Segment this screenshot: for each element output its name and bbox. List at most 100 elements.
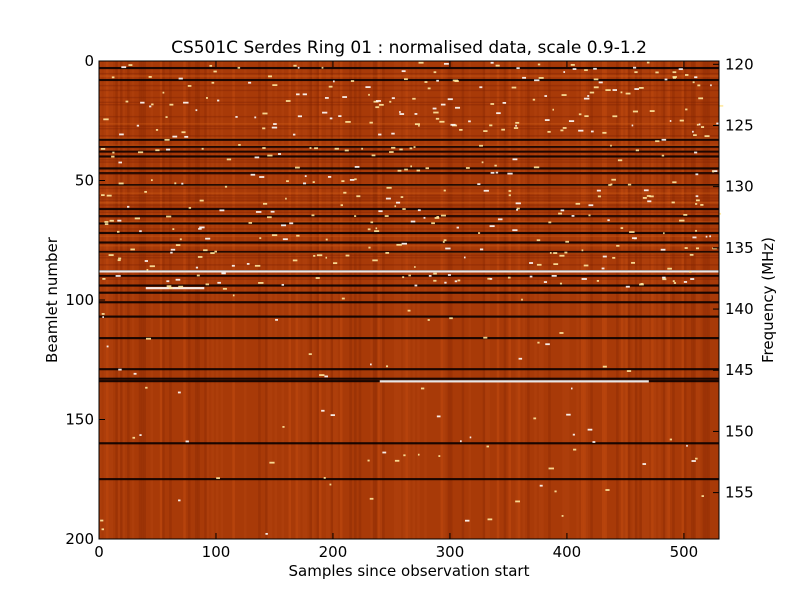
bright-spot: [620, 91, 623, 94]
bright-spot: [698, 123, 701, 126]
bright-spot: [341, 297, 345, 300]
bright-spot: [631, 237, 637, 240]
bright-spot: [718, 104, 724, 107]
bright-spot: [469, 436, 472, 439]
heatmap-column: [566, 61, 570, 539]
bright-spot: [293, 64, 297, 67]
heatmap-column: [695, 61, 699, 539]
bright-spot: [175, 244, 181, 247]
bright-spot: [497, 218, 503, 221]
bright-spot: [627, 183, 632, 186]
dark-beamlet-row: [99, 167, 719, 170]
heatmap-column: [403, 61, 406, 539]
bright-spot: [486, 445, 489, 448]
heatmap-column: [265, 61, 268, 539]
bright-spot: [370, 221, 374, 224]
bright-spot: [413, 146, 416, 148]
heatmap-column: [548, 61, 551, 539]
bright-spot: [254, 116, 257, 119]
bright-spot: [188, 206, 192, 209]
bright-spot: [321, 409, 325, 412]
bright-spot: [629, 231, 635, 233]
heatmap-column: [697, 61, 701, 539]
bright-spot: [655, 140, 660, 143]
bright-spot: [150, 179, 153, 182]
bright-spot: [507, 276, 511, 279]
bright-spot: [333, 262, 338, 265]
bright-spot: [128, 64, 133, 66]
bright-spot: [695, 229, 697, 232]
bright-spot: [704, 135, 710, 138]
y-axis-label: Beamlet number: [43, 236, 61, 363]
bright-spot: [166, 280, 170, 283]
right-y-axis-ticks: 120 125 130 135 140 145 150 155: [713, 55, 754, 502]
bright-spot: [139, 434, 142, 436]
bright-spot: [136, 124, 140, 127]
bright-spot: [536, 263, 542, 266]
bright-spot: [281, 224, 287, 227]
bright-spot: [254, 264, 261, 267]
bright-spot: [667, 267, 672, 270]
bright-spot: [712, 170, 715, 173]
bright-spot: [642, 463, 647, 465]
heatmap-column: [564, 61, 568, 539]
bright-spot: [324, 97, 329, 99]
bright-spot: [329, 117, 333, 120]
bright-spot: [174, 182, 177, 185]
beamlet-texture-row: [99, 158, 719, 161]
bright-spot: [533, 417, 537, 420]
bright-spot: [432, 107, 437, 110]
bright-spot: [119, 133, 124, 136]
bright-spot: [178, 499, 181, 502]
beamlet-texture-row: [99, 204, 719, 206]
heatmap-column: [449, 61, 453, 539]
bright-spot: [389, 151, 394, 153]
beamlet-texture-row: [99, 104, 719, 106]
y-tick-label: 200: [65, 530, 94, 548]
heatmap-column: [127, 61, 130, 539]
bright-spot: [508, 190, 512, 192]
bright-spot: [718, 212, 722, 215]
bright-spot: [374, 230, 380, 233]
bright-spot: [561, 515, 564, 517]
bright-spot: [685, 108, 688, 111]
bright-spot: [553, 252, 558, 254]
beamlet-texture-row: [99, 101, 719, 104]
bright-spot: [529, 262, 534, 264]
heatmap-column: [316, 61, 320, 539]
bright-spot: [391, 132, 395, 135]
bright-spot: [709, 235, 712, 238]
heatmap-column: [503, 61, 507, 539]
bright-spot: [414, 284, 418, 287]
beamlet-texture-row: [99, 199, 719, 202]
heatmap-column: [258, 61, 261, 539]
heatmap-column: [339, 61, 343, 539]
bright-spot: [572, 68, 577, 70]
bright-spot: [433, 279, 437, 282]
bright-spot: [275, 318, 278, 321]
x-tick-label: 200: [319, 543, 348, 561]
heatmap-column: [335, 61, 338, 539]
bright-spot: [433, 111, 439, 114]
heatmap-column: [120, 61, 123, 539]
bright-spot: [132, 436, 136, 439]
bright-spot: [562, 127, 567, 129]
bright-spot: [559, 254, 565, 257]
bright-spot: [433, 272, 437, 275]
bright-spot: [255, 211, 262, 213]
bright-spot: [187, 85, 192, 87]
bright-spot: [111, 155, 115, 158]
bright-spot: [549, 252, 552, 254]
bright-spot: [302, 93, 307, 96]
bright-spot: [399, 111, 401, 113]
bright-spot: [139, 230, 142, 233]
bright-spot: [597, 195, 602, 198]
bright-spot: [679, 219, 685, 222]
bright-spot: [308, 353, 312, 356]
bright-spot: [214, 250, 218, 253]
dark-beamlet-row: [99, 315, 719, 318]
bright-spot: [691, 460, 696, 462]
bright-spot: [118, 182, 124, 185]
bright-spot: [235, 116, 238, 118]
bright-spot: [269, 461, 275, 464]
